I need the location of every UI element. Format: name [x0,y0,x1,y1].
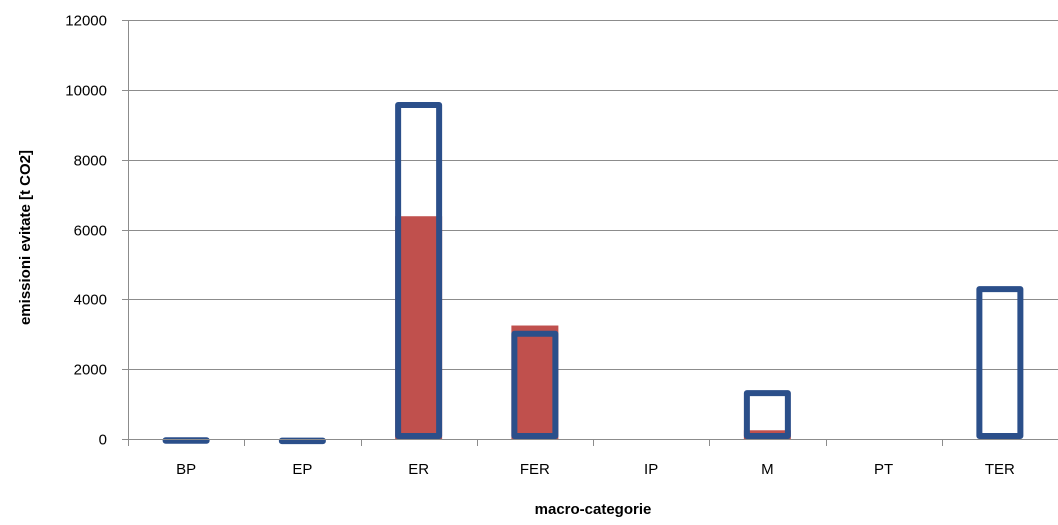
x-tick-label: FER [520,461,550,478]
bar-outline-M [743,390,791,440]
x-axis-ticks: BP EP ER FER IP M PT TER [128,439,1015,478]
x-tick-label: EP [292,461,312,478]
x-tick-label: TER [985,461,1015,478]
bar-outline-BP [162,437,210,444]
x-tick-label: IP [644,461,658,478]
axes [128,20,1058,440]
y-tick-label: 4000 [74,292,107,309]
y-tick-label: 0 [99,432,107,449]
y-axis-title: emissioni evitate [t CO2] [17,150,34,325]
bar-outline-FER [511,330,559,439]
bar-filled-ER [395,216,443,439]
y-tick-label: 10000 [65,83,107,100]
x-tick-label: ER [408,461,429,478]
x-tick-label: M [761,461,774,478]
y-tick-label: 6000 [74,223,107,240]
y-tick-label: 8000 [74,153,107,170]
y-tick-label: 12000 [65,13,107,30]
bar-outline-EP [278,437,326,445]
y-tick-label: 2000 [74,362,107,379]
y-axis-ticks: 0 2000 4000 6000 8000 10000 12000 [65,13,128,449]
bar-filled-FER [511,325,559,439]
x-tick-label: BP [176,461,196,478]
gridlines [128,20,1058,370]
x-tick-label: PT [874,461,893,478]
x-axis-title: macro-categorie [535,501,652,518]
bar-outline-TER [976,286,1024,439]
bar-outline-ER [395,102,443,439]
bars [162,102,1024,445]
